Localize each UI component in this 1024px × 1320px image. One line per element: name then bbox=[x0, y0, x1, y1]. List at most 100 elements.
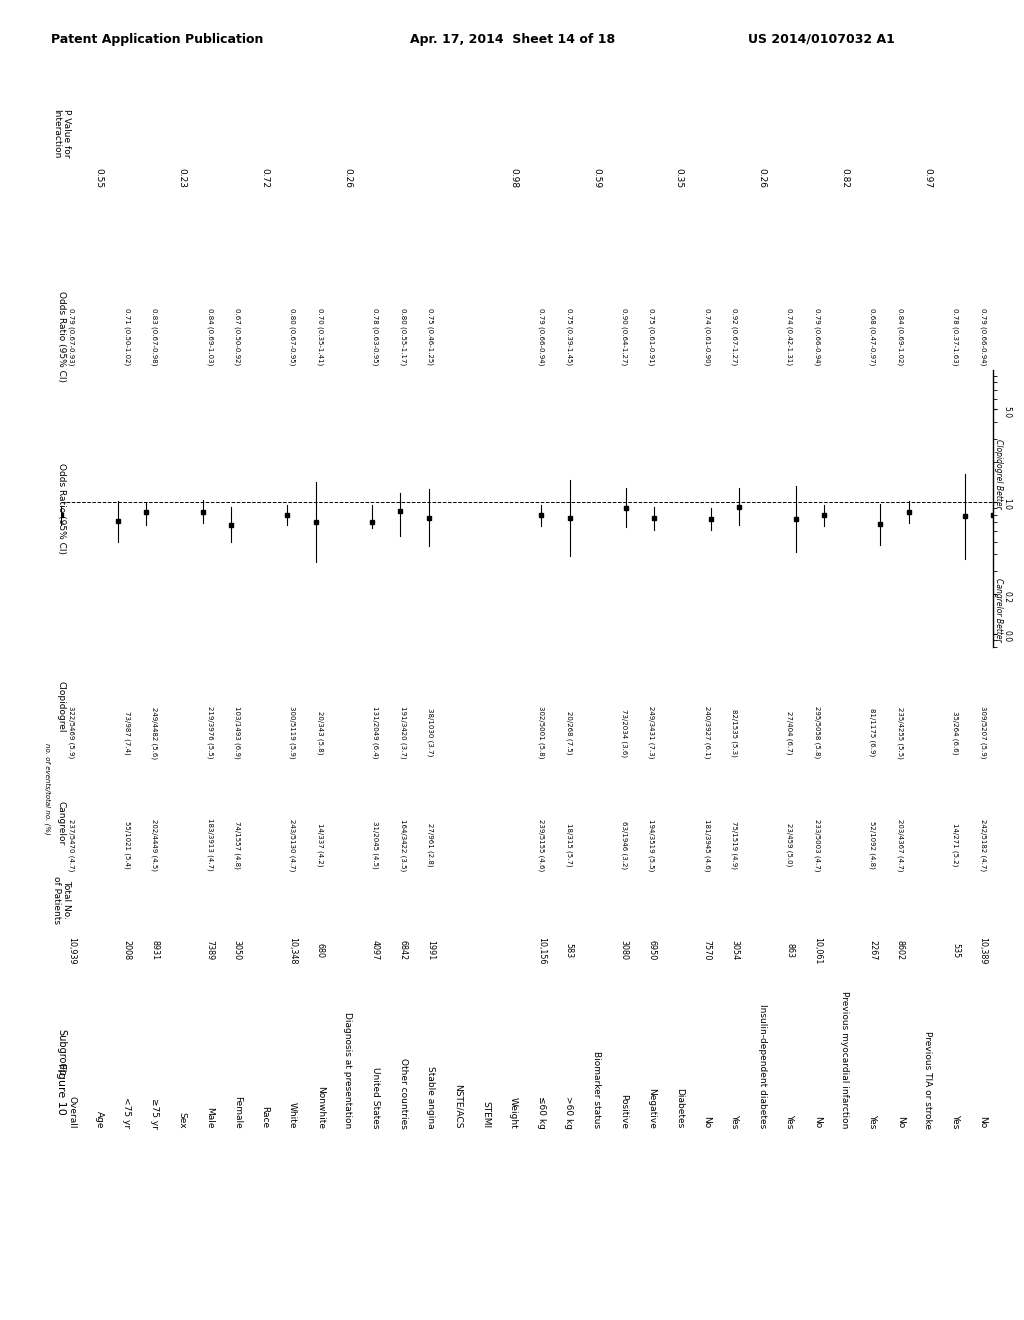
Text: 164/3422 (3.5): 164/3422 (3.5) bbox=[399, 818, 407, 871]
Text: 0.26: 0.26 bbox=[758, 168, 767, 189]
Text: 0.72: 0.72 bbox=[260, 168, 269, 189]
Text: Other countries: Other countries bbox=[398, 1057, 408, 1129]
Text: 0.83 (0.67-0.98): 0.83 (0.67-0.98) bbox=[152, 308, 158, 366]
Text: White: White bbox=[288, 1102, 297, 1129]
Text: Figure 10: Figure 10 bbox=[56, 1063, 67, 1114]
Text: 219/3976 (5.5): 219/3976 (5.5) bbox=[207, 706, 213, 759]
Text: 235/4255 (5.5): 235/4255 (5.5) bbox=[897, 706, 903, 759]
Text: 181/3945 (4.6): 181/3945 (4.6) bbox=[703, 818, 710, 871]
Text: 10,348: 10,348 bbox=[288, 937, 297, 964]
Text: 202/4449 (4.5): 202/4449 (4.5) bbox=[152, 818, 158, 871]
Text: P Value for
Interaction: P Value for Interaction bbox=[52, 110, 71, 158]
Text: Overall: Overall bbox=[68, 1096, 76, 1129]
Text: 0.75 (0.39-1.45): 0.75 (0.39-1.45) bbox=[565, 308, 572, 366]
Text: Apr. 17, 2014  Sheet 14 of 18: Apr. 17, 2014 Sheet 14 of 18 bbox=[410, 33, 614, 46]
Text: 0.79 (0.66-0.94): 0.79 (0.66-0.94) bbox=[980, 308, 986, 366]
Text: 191/3420 (3.7): 191/3420 (3.7) bbox=[399, 706, 407, 759]
Text: 0.35: 0.35 bbox=[675, 168, 684, 189]
Text: 0.74 (0.61-0.90): 0.74 (0.61-0.90) bbox=[703, 308, 710, 366]
Text: Clopidogrel Better: Clopidogrel Better bbox=[994, 438, 1002, 508]
Text: 300/5119 (5.9): 300/5119 (5.9) bbox=[290, 706, 296, 759]
Text: 183/3913 (4.7): 183/3913 (4.7) bbox=[207, 818, 213, 871]
Text: 249/3431 (7.3): 249/3431 (7.3) bbox=[648, 706, 655, 759]
Text: 0.67 (0.50-0.92): 0.67 (0.50-0.92) bbox=[234, 308, 241, 366]
Text: 103/1493 (6.9): 103/1493 (6.9) bbox=[234, 706, 241, 759]
Text: 14/271 (5.2): 14/271 (5.2) bbox=[952, 824, 958, 866]
Text: Nonwhite: Nonwhite bbox=[315, 1085, 325, 1129]
Text: Diagnosis at presentation: Diagnosis at presentation bbox=[343, 1012, 352, 1129]
Text: 73/987 (7.4): 73/987 (7.4) bbox=[124, 710, 130, 755]
Text: ≤60 kg: ≤60 kg bbox=[537, 1096, 546, 1129]
Text: 3080: 3080 bbox=[620, 940, 629, 961]
Text: 6950: 6950 bbox=[647, 940, 656, 961]
Text: 0.79 (0.66-0.94): 0.79 (0.66-0.94) bbox=[814, 308, 820, 366]
Text: 73/2034 (3.6): 73/2034 (3.6) bbox=[621, 709, 628, 756]
Text: 0.79 (0.67-0.93): 0.79 (0.67-0.93) bbox=[69, 308, 75, 366]
Text: 0.92 (0.67-1.27): 0.92 (0.67-1.27) bbox=[731, 308, 737, 366]
Text: Stable angina: Stable angina bbox=[426, 1067, 435, 1129]
Text: 38/1030 (3.7): 38/1030 (3.7) bbox=[427, 709, 434, 756]
Text: 0.80 (0.55-1.17): 0.80 (0.55-1.17) bbox=[399, 308, 407, 366]
Text: >60 kg: >60 kg bbox=[564, 1096, 573, 1129]
Text: Subgroup: Subgroup bbox=[56, 1028, 67, 1076]
Text: 1991: 1991 bbox=[426, 940, 435, 961]
Text: Positive: Positive bbox=[620, 1093, 629, 1129]
Text: 20/268 (7.5): 20/268 (7.5) bbox=[565, 711, 572, 754]
Text: Patent Application Publication: Patent Application Publication bbox=[51, 33, 263, 46]
Text: 0.70 (0.35-1.41): 0.70 (0.35-1.41) bbox=[317, 308, 324, 366]
Text: US 2014/0107032 A1: US 2014/0107032 A1 bbox=[748, 33, 894, 46]
Text: 52/1092 (4.8): 52/1092 (4.8) bbox=[869, 821, 876, 869]
Text: 239/5155 (4.6): 239/5155 (4.6) bbox=[538, 818, 545, 871]
Text: 75/1519 (4.9): 75/1519 (4.9) bbox=[731, 821, 737, 869]
Text: 81/1175 (6.9): 81/1175 (6.9) bbox=[869, 709, 876, 756]
Text: 0.84 (0.69-1.03): 0.84 (0.69-1.03) bbox=[207, 308, 213, 366]
Text: 237/5470 (4.7): 237/5470 (4.7) bbox=[69, 818, 75, 871]
Text: Yes: Yes bbox=[730, 1114, 739, 1129]
Text: 0.74 (0.42-1.31): 0.74 (0.42-1.31) bbox=[786, 308, 793, 366]
Text: Total No.
of Patients: Total No. of Patients bbox=[52, 876, 71, 924]
Text: 535: 535 bbox=[951, 942, 959, 958]
Text: Clopidogrel: Clopidogrel bbox=[57, 681, 66, 733]
Text: 31/2045 (4.5): 31/2045 (4.5) bbox=[372, 821, 379, 869]
Text: Male: Male bbox=[205, 1107, 214, 1129]
Text: 0.59: 0.59 bbox=[592, 168, 601, 189]
Text: 10,389: 10,389 bbox=[979, 937, 987, 964]
Text: Yes: Yes bbox=[785, 1114, 795, 1129]
Text: 3050: 3050 bbox=[232, 940, 242, 961]
Text: 295/5058 (5.8): 295/5058 (5.8) bbox=[814, 706, 820, 759]
Text: 0.90 (0.64-1.27): 0.90 (0.64-1.27) bbox=[621, 308, 628, 366]
Text: 0.71 (0.50-1.02): 0.71 (0.50-1.02) bbox=[124, 308, 130, 366]
Text: 309/5207 (5.9): 309/5207 (5.9) bbox=[980, 706, 986, 759]
Text: ≥75 yr: ≥75 yr bbox=[151, 1098, 159, 1129]
Text: Odds Ratio (95% CI): Odds Ratio (95% CI) bbox=[57, 463, 66, 553]
Text: 0.55: 0.55 bbox=[95, 168, 103, 189]
Text: 249/4482 (5.6): 249/4482 (5.6) bbox=[152, 706, 158, 759]
Text: 0.26: 0.26 bbox=[343, 168, 352, 189]
Text: 0.75 (0.61-0.91): 0.75 (0.61-0.91) bbox=[648, 308, 655, 366]
Text: 0.78 (0.63-0.95): 0.78 (0.63-0.95) bbox=[372, 308, 379, 366]
Text: 0.68 (0.47-0.97): 0.68 (0.47-0.97) bbox=[869, 308, 876, 366]
Text: 194/3519 (5.5): 194/3519 (5.5) bbox=[648, 818, 655, 871]
Text: Age: Age bbox=[95, 1111, 103, 1129]
Text: 82/1535 (5.3): 82/1535 (5.3) bbox=[731, 709, 737, 756]
Text: STEMI: STEMI bbox=[481, 1101, 490, 1129]
Text: 242/5182 (4.7): 242/5182 (4.7) bbox=[980, 818, 986, 871]
Text: Weight: Weight bbox=[509, 1097, 518, 1129]
Text: 2267: 2267 bbox=[868, 940, 878, 961]
Text: 583: 583 bbox=[564, 942, 573, 958]
Text: No: No bbox=[702, 1117, 712, 1129]
Text: 131/2049 (6.4): 131/2049 (6.4) bbox=[372, 706, 379, 759]
Text: Biomarker status: Biomarker status bbox=[592, 1052, 601, 1129]
Text: 302/5001 (5.8): 302/5001 (5.8) bbox=[538, 706, 545, 759]
Text: 0.75 (0.46-1.25): 0.75 (0.46-1.25) bbox=[427, 308, 434, 366]
Text: No: No bbox=[979, 1117, 987, 1129]
Text: 14/337 (4.2): 14/337 (4.2) bbox=[317, 824, 324, 866]
Text: 4097: 4097 bbox=[371, 940, 380, 961]
Text: 243/5130 (4.7): 243/5130 (4.7) bbox=[290, 818, 296, 871]
Text: 55/1021 (5.4): 55/1021 (5.4) bbox=[124, 821, 130, 869]
Text: 0.82: 0.82 bbox=[841, 168, 850, 189]
Text: Odds Ratio (95% CI): Odds Ratio (95% CI) bbox=[57, 292, 66, 381]
Text: 3054: 3054 bbox=[730, 940, 739, 961]
Text: Yes: Yes bbox=[951, 1114, 959, 1129]
Text: 863: 863 bbox=[785, 942, 795, 958]
